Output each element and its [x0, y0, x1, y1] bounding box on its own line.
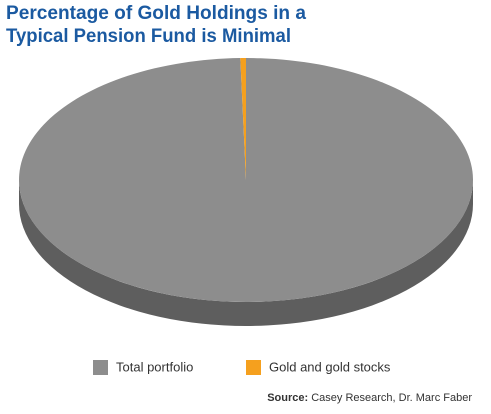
legend-swatch — [246, 360, 261, 375]
legend-label: Gold and gold stocks — [269, 359, 391, 374]
legend-swatch — [93, 360, 108, 375]
legend-label: Total portfolio — [116, 359, 193, 374]
pie-slice — [240, 58, 246, 180]
chart-title-line: Percentage of Gold Holdings in a — [6, 3, 306, 24]
chart-title-line: Typical Pension Fund is Minimal — [6, 26, 291, 47]
pie-slice — [19, 58, 474, 302]
pie-side — [19, 180, 473, 326]
source-text: Casey Research, Dr. Marc Faber — [311, 392, 472, 404]
source: Source: Casey Research, Dr. Marc Faber — [267, 392, 472, 404]
source-label: Source: — [267, 392, 308, 404]
